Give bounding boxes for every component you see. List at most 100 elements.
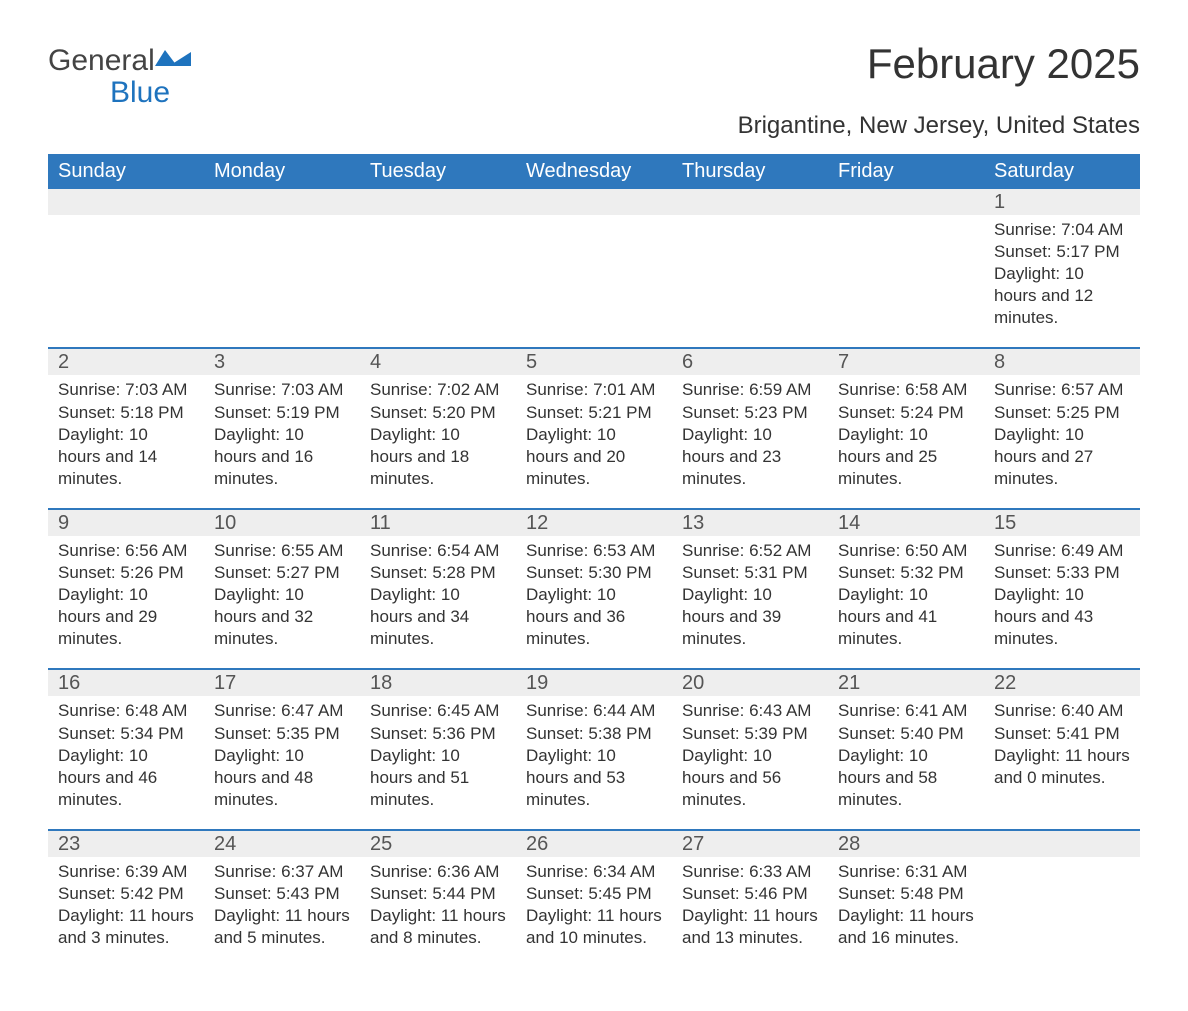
sunset-text: Sunset: 5:31 PM [682,562,818,584]
calendar-cell: 19Sunrise: 6:44 AMSunset: 5:38 PMDayligh… [516,670,672,828]
day-body: Sunrise: 6:48 AMSunset: 5:34 PMDaylight:… [48,696,204,828]
day-number [204,189,360,215]
day-body: Sunrise: 6:53 AMSunset: 5:30 PMDaylight:… [516,536,672,668]
day-number: 15 [984,510,1140,536]
day-number: 21 [828,670,984,696]
day-body [204,215,360,237]
day-body: Sunrise: 6:59 AMSunset: 5:23 PMDaylight:… [672,375,828,507]
daylight-text: Daylight: 10 hours and 56 minutes. [682,745,818,811]
day-body: Sunrise: 6:33 AMSunset: 5:46 PMDaylight:… [672,857,828,967]
day-number: 10 [204,510,360,536]
calendar-cell: 22Sunrise: 6:40 AMSunset: 5:41 PMDayligh… [984,670,1140,828]
day-body: Sunrise: 6:55 AMSunset: 5:27 PMDaylight:… [204,536,360,668]
sunrise-text: Sunrise: 6:34 AM [526,861,662,883]
day-body: Sunrise: 6:37 AMSunset: 5:43 PMDaylight:… [204,857,360,967]
sunset-text: Sunset: 5:35 PM [214,723,350,745]
calendar-cell: 13Sunrise: 6:52 AMSunset: 5:31 PMDayligh… [672,510,828,668]
day-number: 1 [984,189,1140,215]
day-body [984,857,1140,879]
calendar-cell [828,189,984,347]
sunset-text: Sunset: 5:23 PM [682,402,818,424]
day-number: 22 [984,670,1140,696]
sunrise-text: Sunrise: 7:01 AM [526,379,662,401]
sunrise-text: Sunrise: 7:04 AM [994,219,1130,241]
calendar-cell [360,189,516,347]
sunrise-text: Sunrise: 6:37 AM [214,861,350,883]
sunset-text: Sunset: 5:44 PM [370,883,506,905]
sunset-text: Sunset: 5:32 PM [838,562,974,584]
calendar-cell: 27Sunrise: 6:33 AMSunset: 5:46 PMDayligh… [672,831,828,971]
calendar-cell [48,189,204,347]
day-number: 8 [984,349,1140,375]
day-body: Sunrise: 6:41 AMSunset: 5:40 PMDaylight:… [828,696,984,828]
day-number: 11 [360,510,516,536]
sunset-text: Sunset: 5:27 PM [214,562,350,584]
daylight-text: Daylight: 10 hours and 43 minutes. [994,584,1130,650]
day-number: 12 [516,510,672,536]
calendar-cell [516,189,672,347]
sunrise-text: Sunrise: 6:59 AM [682,379,818,401]
sunset-text: Sunset: 5:42 PM [58,883,194,905]
calendar-cell: 7Sunrise: 6:58 AMSunset: 5:24 PMDaylight… [828,349,984,507]
logo-flag-icon [155,46,191,70]
day-body: Sunrise: 6:50 AMSunset: 5:32 PMDaylight:… [828,536,984,668]
sunset-text: Sunset: 5:33 PM [994,562,1130,584]
day-number: 6 [672,349,828,375]
daylight-text: Daylight: 10 hours and 53 minutes. [526,745,662,811]
day-number: 7 [828,349,984,375]
sunset-text: Sunset: 5:43 PM [214,883,350,905]
sunset-text: Sunset: 5:46 PM [682,883,818,905]
daylight-text: Daylight: 10 hours and 25 minutes. [838,424,974,490]
sunrise-text: Sunrise: 6:53 AM [526,540,662,562]
day-body [516,215,672,237]
daylight-text: Daylight: 10 hours and 48 minutes. [214,745,350,811]
day-number: 20 [672,670,828,696]
sunrise-text: Sunrise: 6:39 AM [58,861,194,883]
header: General Blue February 2025 [48,40,1140,108]
page-title: February 2025 [867,40,1140,88]
daylight-text: Daylight: 11 hours and 5 minutes. [214,905,350,949]
calendar-cell [672,189,828,347]
calendar-cell: 11Sunrise: 6:54 AMSunset: 5:28 PMDayligh… [360,510,516,668]
sunrise-text: Sunrise: 6:40 AM [994,700,1130,722]
day-body [828,215,984,237]
day-number [516,189,672,215]
calendar-cell: 25Sunrise: 6:36 AMSunset: 5:44 PMDayligh… [360,831,516,971]
sunrise-text: Sunrise: 6:31 AM [838,861,974,883]
sunrise-text: Sunrise: 6:56 AM [58,540,194,562]
sunrise-text: Sunrise: 6:55 AM [214,540,350,562]
day-body: Sunrise: 6:44 AMSunset: 5:38 PMDaylight:… [516,696,672,828]
calendar-cell [984,831,1140,971]
daylight-text: Daylight: 10 hours and 20 minutes. [526,424,662,490]
day-number: 17 [204,670,360,696]
calendar-cell: 14Sunrise: 6:50 AMSunset: 5:32 PMDayligh… [828,510,984,668]
daylight-text: Daylight: 10 hours and 23 minutes. [682,424,818,490]
daylight-text: Daylight: 11 hours and 13 minutes. [682,905,818,949]
sunset-text: Sunset: 5:38 PM [526,723,662,745]
sunset-text: Sunset: 5:17 PM [994,241,1130,263]
calendar-cell: 8Sunrise: 6:57 AMSunset: 5:25 PMDaylight… [984,349,1140,507]
day-number: 14 [828,510,984,536]
calendar-cell: 5Sunrise: 7:01 AMSunset: 5:21 PMDaylight… [516,349,672,507]
sunrise-text: Sunrise: 6:45 AM [370,700,506,722]
sunset-text: Sunset: 5:26 PM [58,562,194,584]
sunrise-text: Sunrise: 6:33 AM [682,861,818,883]
sunset-text: Sunset: 5:45 PM [526,883,662,905]
sunset-text: Sunset: 5:25 PM [994,402,1130,424]
calendar-week: 2Sunrise: 7:03 AMSunset: 5:18 PMDaylight… [48,347,1140,507]
sunrise-text: Sunrise: 7:03 AM [58,379,194,401]
day-body: Sunrise: 6:34 AMSunset: 5:45 PMDaylight:… [516,857,672,967]
daylight-text: Daylight: 10 hours and 18 minutes. [370,424,506,490]
day-number [360,189,516,215]
sunrise-text: Sunrise: 6:52 AM [682,540,818,562]
daylight-text: Daylight: 10 hours and 16 minutes. [214,424,350,490]
day-body: Sunrise: 7:04 AMSunset: 5:17 PMDaylight:… [984,215,1140,347]
day-body: Sunrise: 7:03 AMSunset: 5:18 PMDaylight:… [48,375,204,507]
day-number: 23 [48,831,204,857]
calendar-week: 9Sunrise: 6:56 AMSunset: 5:26 PMDaylight… [48,508,1140,668]
calendar-cell: 15Sunrise: 6:49 AMSunset: 5:33 PMDayligh… [984,510,1140,668]
day-body: Sunrise: 6:43 AMSunset: 5:39 PMDaylight:… [672,696,828,828]
day-body: Sunrise: 6:39 AMSunset: 5:42 PMDaylight:… [48,857,204,967]
sunrise-text: Sunrise: 6:54 AM [370,540,506,562]
day-number [48,189,204,215]
